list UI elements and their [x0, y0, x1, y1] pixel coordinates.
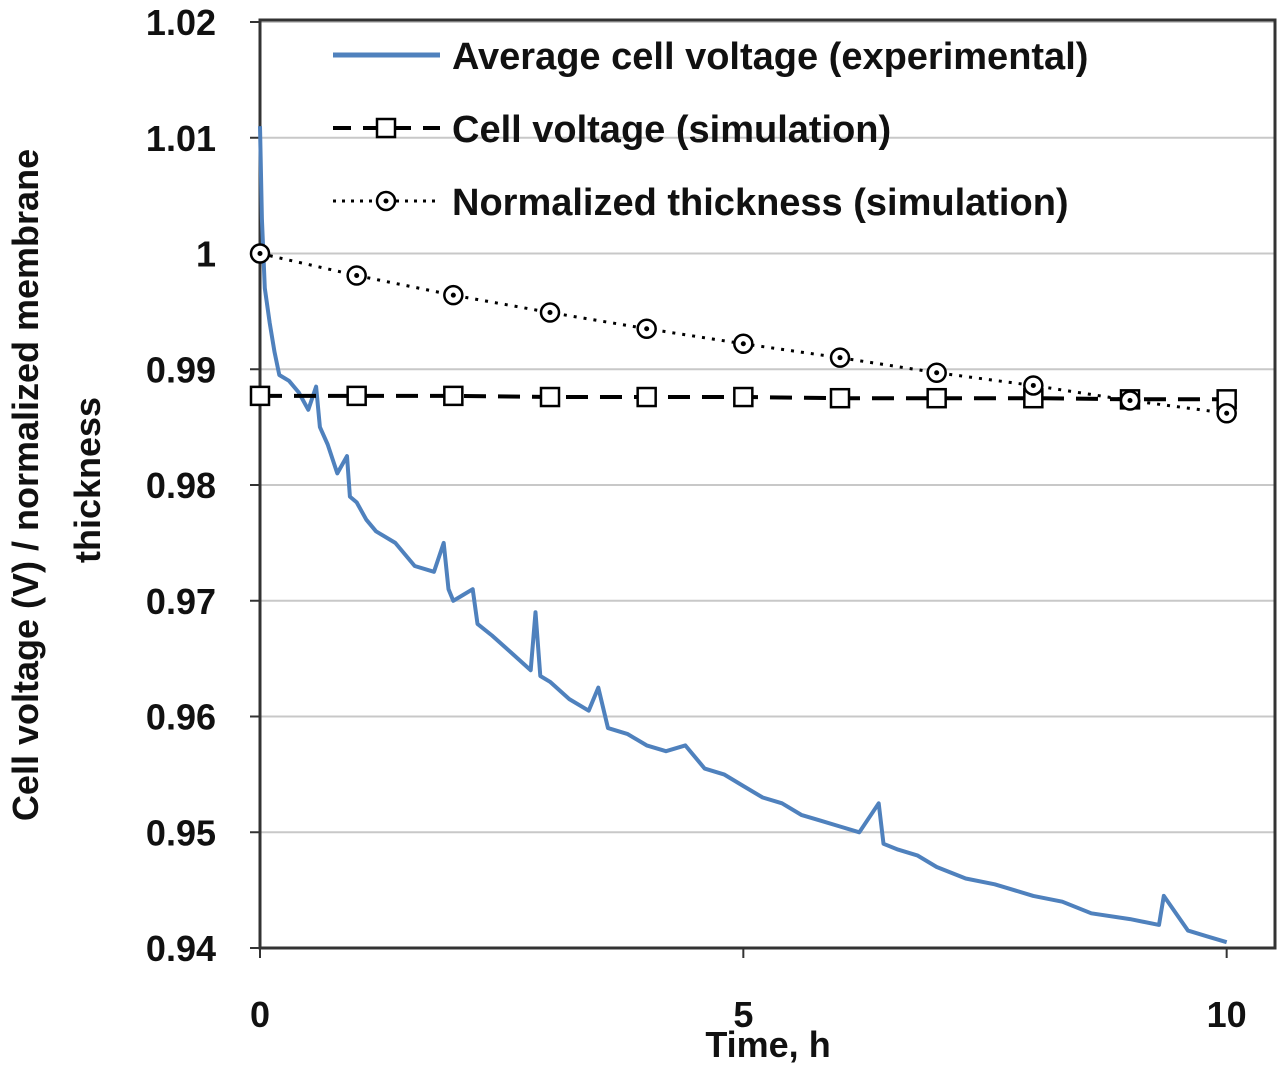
square-marker	[733, 386, 754, 408]
square-marker	[829, 387, 851, 409]
circle-marker-dot	[837, 355, 843, 361]
y-tick-label: 0.97	[146, 581, 216, 622]
x-axis-ticks: 0 5 10	[250, 948, 1247, 1035]
square-marker	[539, 386, 561, 408]
y-tick-label: 0.99	[146, 349, 216, 390]
circle-marker-dot	[934, 370, 940, 376]
x-tick-label: 5	[733, 994, 753, 1035]
circle-marker-dot	[644, 326, 650, 332]
circle-marker-dot	[450, 292, 456, 298]
legend-label-experimental: Average cell voltage (experimental)	[452, 36, 1088, 78]
y-axis-ticks: 0.94 0.95 0.96 0.97 0.98 0.99 1 1.01 1.02	[146, 2, 260, 969]
square-marker	[249, 385, 271, 407]
square-marker	[346, 385, 367, 407]
y-tick-label: 0.94	[146, 928, 216, 969]
circle-marker-dot	[257, 251, 263, 256]
legend: Average cell voltage (experimental) Cell…	[333, 36, 1088, 224]
legend-square-marker	[375, 117, 397, 139]
circle-marker-dot	[1127, 398, 1133, 404]
circle-marker-dot	[740, 341, 746, 347]
legend-label-thickness-sim: Normalized thickness (simulation)	[452, 182, 1069, 224]
square-marker	[443, 385, 464, 407]
y-tick-label: 1.02	[146, 2, 216, 43]
circle-marker-dot	[354, 272, 360, 278]
legend-circle-dot	[383, 198, 389, 204]
square-marker	[636, 386, 657, 408]
y-axis-label-line2: thickness	[67, 397, 108, 563]
y-tick-label: 0.98	[146, 465, 216, 506]
y-axis-label-line1: Cell voltage (V) / normalized membrane	[5, 149, 46, 821]
x-axis-label: Time, h	[705, 1024, 830, 1065]
y-tick-label: 1.01	[146, 118, 216, 159]
x-tick-label: 10	[1207, 994, 1247, 1035]
series-layer	[249, 126, 1237, 945]
y-tick-label: 1	[196, 234, 216, 275]
circle-marker-dot	[1030, 382, 1036, 388]
legend-label-cell-sim: Cell voltage (simulation)	[452, 109, 891, 151]
gridlines	[260, 21, 1275, 834]
circle-marker-dot	[1224, 410, 1230, 416]
y-tick-label: 0.95	[146, 812, 216, 853]
circle-marker-dot	[547, 310, 553, 316]
y-tick-label: 0.96	[146, 697, 216, 738]
x-tick-label: 0	[250, 994, 270, 1035]
series-line-0	[258, 126, 1228, 945]
square-marker	[926, 387, 947, 409]
